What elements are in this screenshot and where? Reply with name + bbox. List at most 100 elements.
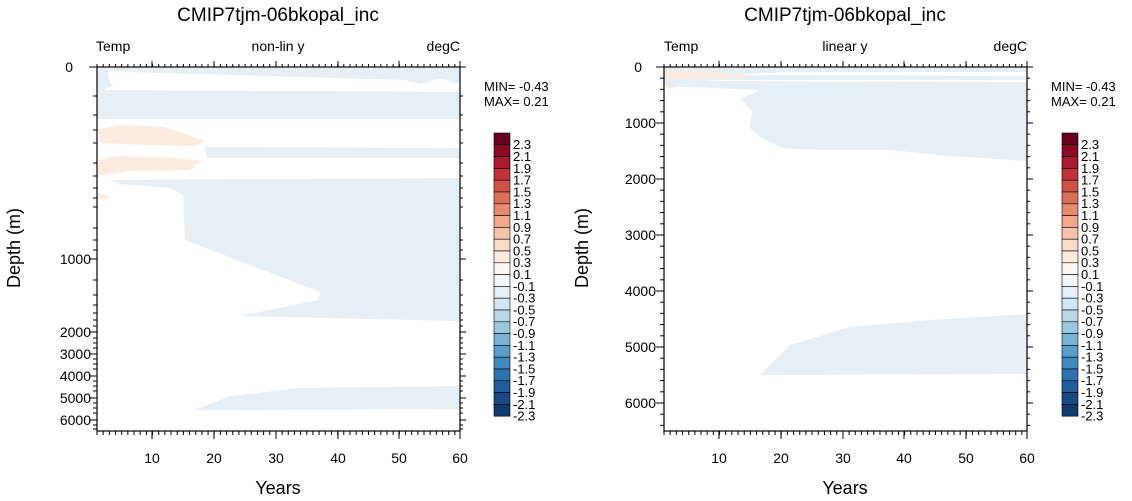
x-tick-label: 20 xyxy=(773,450,789,466)
colorbar-swatch xyxy=(1061,333,1079,346)
colorbar-label: 0.9 xyxy=(1081,220,1099,235)
x-tick-label: 40 xyxy=(330,450,346,466)
contour-fill xyxy=(97,68,460,410)
colorbar-swatch xyxy=(1061,215,1079,228)
colorbar: 2.32.11.91.71.51.31.10.90.70.50.30.1-0.1… xyxy=(493,132,535,424)
colorbar-label: -2.1 xyxy=(513,397,535,412)
colorbar-label: -0.5 xyxy=(1081,302,1103,317)
colorbar-swatch xyxy=(1061,156,1079,169)
y-tick-label: 5000 xyxy=(625,339,656,355)
colorbar-swatch xyxy=(1061,404,1079,417)
min-value: MIN= -0.43 xyxy=(1051,79,1116,94)
colorbar-swatch xyxy=(493,333,511,346)
colorbar-swatch xyxy=(493,262,511,275)
colorbar-label: -2.1 xyxy=(1081,397,1103,412)
y-tick-label: 1000 xyxy=(625,115,656,131)
colorbar-swatch xyxy=(493,297,511,311)
y-tick-label: 6000 xyxy=(625,395,656,411)
contour-region-negative xyxy=(97,68,460,119)
colorbar-label: 1.1 xyxy=(1081,208,1099,223)
y-axis-left: 0 1000 2000 3000 4000 5000 6000 xyxy=(60,59,91,428)
y-tick-label: 4000 xyxy=(625,283,656,299)
colorbar-swatch xyxy=(493,309,511,323)
min-value: MIN= -0.43 xyxy=(484,79,549,94)
x-tick-label: 10 xyxy=(711,450,727,466)
colorbar-swatch xyxy=(1061,168,1079,181)
colorbar-swatch xyxy=(493,156,511,169)
x-tick-label: 50 xyxy=(391,450,407,466)
y-axis-title: Depth (m) xyxy=(572,208,592,288)
colorbar-label: -1.9 xyxy=(1081,385,1103,400)
tick-marks xyxy=(89,61,466,439)
plot-frame xyxy=(663,66,1028,432)
colorbar-swatch xyxy=(1061,203,1079,216)
colorbar-swatch xyxy=(493,215,511,228)
panel-title: CMIP7tjm-06bkopal_inc xyxy=(744,5,946,26)
contour-region-negative xyxy=(205,147,460,158)
colorbar-label: 1.9 xyxy=(513,161,531,176)
colorbar-swatch xyxy=(1061,380,1079,393)
colorbar-swatch xyxy=(493,132,511,146)
x-axis: 10 20 30 40 50 60 xyxy=(711,450,1035,466)
colorbar-swatch xyxy=(1061,262,1079,275)
colorbar-label: 0.1 xyxy=(513,267,531,282)
colorbar-label: 1.5 xyxy=(513,184,531,199)
x-axis-title: Years xyxy=(255,478,300,498)
colorbar-swatch xyxy=(493,168,511,181)
colorbar-label: -0.9 xyxy=(1081,326,1103,341)
colorbar-label: 1.1 xyxy=(513,208,531,223)
colorbar-label: 1.7 xyxy=(513,173,531,188)
colorbar-swatch xyxy=(493,274,511,287)
x-tick-label: 10 xyxy=(144,450,160,466)
colorbar-swatch xyxy=(493,321,511,334)
colorbar-swatch xyxy=(1061,191,1079,205)
colorbar-label: -1.3 xyxy=(513,350,535,365)
colorbar-swatch xyxy=(493,250,511,264)
y-tick-label: 0 xyxy=(65,59,73,75)
colorbar-label: -0.1 xyxy=(1081,279,1103,294)
colorbar-swatch xyxy=(1061,345,1079,358)
colorbar-swatch xyxy=(493,286,511,299)
contour-region-negative xyxy=(195,386,460,410)
colorbar-swatch xyxy=(493,179,511,193)
contour-region-positive xyxy=(98,125,205,146)
colorbar-label: 1.3 xyxy=(513,196,531,211)
colorbar-label: -1.5 xyxy=(1081,361,1103,376)
x-tick-label: 30 xyxy=(268,450,284,466)
contour-region-positive xyxy=(98,194,110,199)
colorbar-swatch xyxy=(493,203,511,216)
colorbar-swatch xyxy=(493,345,511,358)
colorbar-swatch xyxy=(1061,392,1079,405)
axis-mode-label: non-lin y xyxy=(252,38,305,54)
colorbar-swatch xyxy=(1061,297,1079,311)
colorbar-swatch xyxy=(1061,250,1079,264)
x-tick-label: 40 xyxy=(896,450,912,466)
contour-fill xyxy=(664,68,1027,375)
contour-region-positive xyxy=(98,156,202,176)
colorbar-label: -0.3 xyxy=(513,291,535,306)
colorbar-label: -0.9 xyxy=(513,326,535,341)
colorbar-label: -0.5 xyxy=(513,302,535,317)
colorbar-label: -1.3 xyxy=(1081,350,1103,365)
colorbar: 2.32.11.91.71.51.31.10.90.70.50.30.1-0.1… xyxy=(1061,132,1103,424)
y-axis-left: 0 1000 2000 3000 4000 5000 6000 xyxy=(625,59,656,411)
colorbar-label: 1.5 xyxy=(1081,184,1099,199)
colorbar-label: 0.7 xyxy=(1081,232,1099,247)
colorbar-label: 0.7 xyxy=(513,232,531,247)
colorbar-label: 1.7 xyxy=(1081,173,1099,188)
colorbar-label: -1.9 xyxy=(513,385,535,400)
colorbar-swatch xyxy=(1061,144,1079,157)
colorbar-swatch xyxy=(1061,274,1079,287)
colorbar-label: -1.1 xyxy=(1081,338,1103,353)
colorbar-swatch xyxy=(1061,227,1079,240)
variable-label: Temp xyxy=(664,38,698,54)
x-tick-label: 50 xyxy=(958,450,974,466)
colorbar-swatch xyxy=(493,238,511,252)
y-tick-label: 3000 xyxy=(60,346,91,362)
y-tick-label: 2000 xyxy=(60,324,91,340)
colorbar-label: 0.5 xyxy=(1081,243,1099,258)
axis-mode-label: linear y xyxy=(822,38,867,54)
colorbar-swatch xyxy=(493,144,511,157)
panel-title: CMIP7tjm-06bkopal_inc xyxy=(177,5,379,26)
